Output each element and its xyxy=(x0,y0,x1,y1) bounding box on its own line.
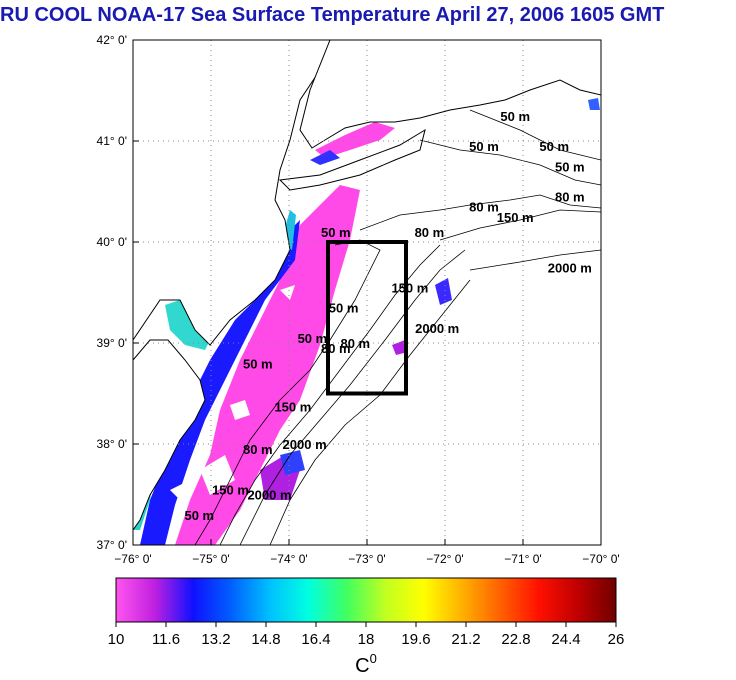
contour-north xyxy=(469,109,601,161)
lat-tick-label: 42° 0' xyxy=(97,33,127,47)
contour-label: 2000 m xyxy=(548,260,592,275)
sst-blue-coastal xyxy=(140,220,300,545)
colorbar-tick-label: 22.8 xyxy=(501,631,530,648)
contour-label: 2000 m xyxy=(283,437,327,452)
lat-tick-label: 38° 0' xyxy=(97,437,127,451)
colorbar-tick-label: 14.8 xyxy=(251,631,280,648)
lon-tick-label: −74° 0' xyxy=(270,552,307,566)
land-delmarva xyxy=(133,339,206,531)
colorbar-tick-label: 13.2 xyxy=(201,631,230,648)
sst-blue-lis xyxy=(310,150,340,165)
sst-pink-shelf xyxy=(175,185,360,545)
contour-50m xyxy=(194,139,601,545)
contour-label: 50 m xyxy=(555,159,585,174)
contour-label: 50 m xyxy=(243,356,273,371)
lon-tick-label: −73° 0' xyxy=(348,552,385,566)
sst-lis xyxy=(315,122,395,158)
contour-label: 150 m xyxy=(274,400,311,415)
contour-label: 2000 m xyxy=(415,321,459,336)
lon-tick-label: −71° 0' xyxy=(504,552,541,566)
lat-tick-label: 39° 0' xyxy=(97,336,127,350)
sst-layer xyxy=(133,40,601,545)
contour-label: 50 m xyxy=(539,139,569,154)
contour-label: 150 m xyxy=(391,281,428,296)
contour-label: 80 m xyxy=(340,336,370,351)
lon-tick-label: −70° 0' xyxy=(582,552,619,566)
contour-label: 80 m xyxy=(243,442,273,457)
contour-label: 150 m xyxy=(212,483,249,498)
contour-label: 50 m xyxy=(321,225,351,240)
colorbar-tick-label: 16.4 xyxy=(301,631,330,648)
contour-label: 50 m xyxy=(184,508,214,523)
colorbar-tick-label: 19.6 xyxy=(401,631,430,648)
colorbar-tick-label: 21.2 xyxy=(451,631,480,648)
lat-tick-label: 37° 0' xyxy=(97,538,127,552)
land-mainland xyxy=(133,40,331,346)
colorbar-unit-label: C0 xyxy=(355,651,377,677)
lon-tick-label: −72° 0' xyxy=(426,552,463,566)
land-long-island xyxy=(278,128,426,191)
lat-tick-label: 40° 0' xyxy=(97,235,127,249)
contour-label: 50 m xyxy=(329,301,359,316)
contour-label: 50 m xyxy=(469,139,499,154)
sst-blue-patch xyxy=(280,450,305,475)
contour-label: 50 m xyxy=(298,331,328,346)
colorbar-tick-label: 26 xyxy=(608,631,625,648)
colorbar-tick-label: 10 xyxy=(108,631,125,648)
latitude-axis: 42° 0' 41° 0' 40° 0' 39° 0' 38° 0' 37° 0' xyxy=(97,33,139,552)
colorbar-ticks: 10 11.6 13.2 14.8 16.4 18 19.6 21.2 22.8 24.4 26 xyxy=(108,622,625,648)
colorbar-tick-label: 24.4 xyxy=(551,631,580,648)
contour-label: 50 m xyxy=(500,109,530,124)
colorbar-tick-label: 18 xyxy=(358,631,375,648)
lon-tick-label: −75° 0' xyxy=(192,552,229,566)
land-new-england xyxy=(299,40,601,149)
contour-label: 80 m xyxy=(469,200,499,215)
contour-label: 2000 m xyxy=(247,488,291,503)
contour-label: 80 m xyxy=(415,225,445,240)
sst-offshore-blob xyxy=(435,278,452,305)
study-area-box xyxy=(326,240,408,396)
lat-tick-label: 41° 0' xyxy=(97,134,127,148)
contour-label: 80 m xyxy=(321,341,351,356)
colorbar xyxy=(115,577,617,623)
lon-tick-label: −76° 0' xyxy=(114,552,151,566)
colorbar-tick-label: 11.6 xyxy=(152,631,180,648)
contour-label: 80 m xyxy=(555,190,585,205)
contour-150m xyxy=(239,209,601,545)
sst-cape-cod xyxy=(588,98,600,110)
longitude-axis: −76° 0' −75° 0' −74° 0' −73° 0' −72° 0' −71° … xyxy=(114,539,620,566)
map-title: RU COOL NOAA-17 Sea Surface Temperature … xyxy=(0,4,665,26)
graticule xyxy=(133,40,601,545)
contour-label: 150 m xyxy=(497,210,534,225)
